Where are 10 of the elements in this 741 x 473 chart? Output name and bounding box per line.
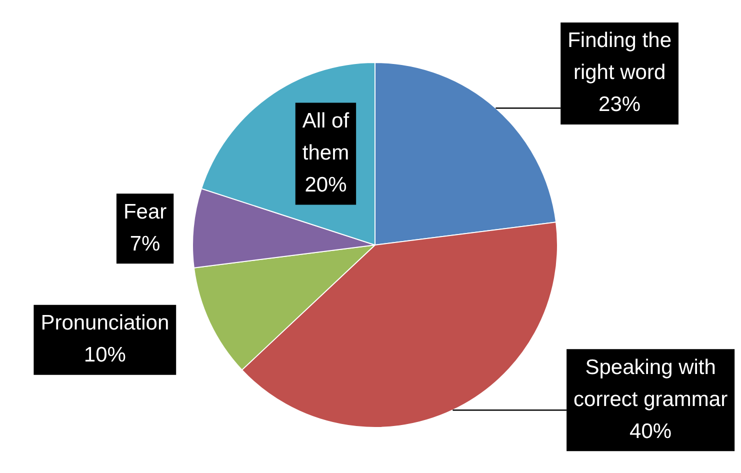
data-label: 10% <box>84 344 126 367</box>
data-label: 23% <box>598 93 641 116</box>
slice-label: Pronunciation <box>40 312 170 335</box>
slice-label: Fear <box>123 200 167 224</box>
slice-label: Finding the right word <box>568 29 672 84</box>
data-label: 7% <box>130 232 160 256</box>
data-label: 20% <box>304 174 347 197</box>
data-label: 40% <box>630 420 672 443</box>
slice-label: Speaking with correct grammar <box>574 356 728 411</box>
slice-label: All of them <box>302 110 350 165</box>
